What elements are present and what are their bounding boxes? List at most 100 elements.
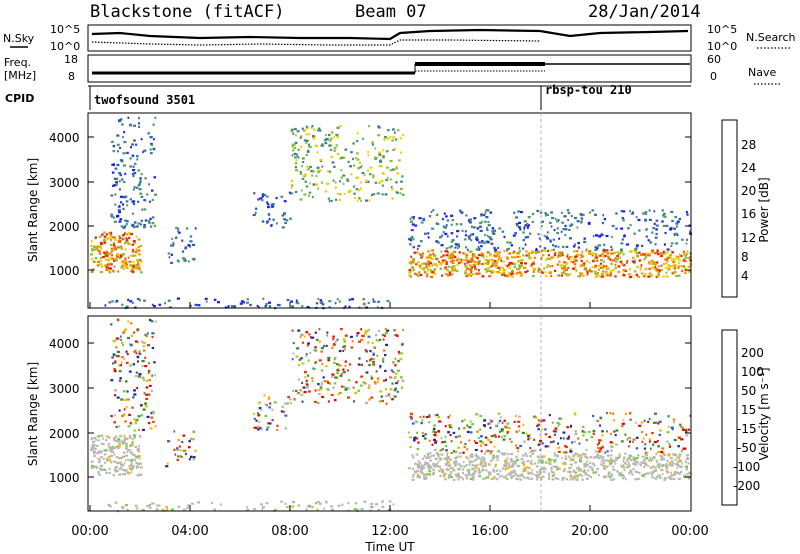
range-cell xyxy=(485,259,489,262)
colorbar-frame xyxy=(721,329,738,506)
range-cell xyxy=(92,260,96,263)
range-cell xyxy=(305,355,308,358)
range-cell xyxy=(594,256,597,259)
range-cell xyxy=(117,209,121,212)
range-cell xyxy=(460,258,463,261)
range-cell xyxy=(484,477,487,480)
range-cell xyxy=(508,247,510,250)
range-cell xyxy=(333,149,336,152)
range-cell xyxy=(356,152,359,155)
range-cell xyxy=(446,454,448,457)
range-cell xyxy=(504,426,508,429)
range-cell xyxy=(271,408,274,411)
range-cell xyxy=(494,264,498,267)
range-cell xyxy=(124,380,128,383)
range-cell xyxy=(526,460,530,463)
range-cell xyxy=(674,473,677,476)
range-cell xyxy=(464,474,467,477)
range-cell xyxy=(97,472,100,475)
range-cell xyxy=(334,302,337,305)
range-cell xyxy=(367,386,371,389)
range-cell xyxy=(519,274,523,277)
range-cell xyxy=(677,472,681,475)
range-cell xyxy=(104,449,108,452)
range-cell xyxy=(138,117,140,120)
range-cell xyxy=(263,394,266,397)
range-cell xyxy=(168,306,172,309)
range-cell xyxy=(651,266,654,269)
range-cell xyxy=(103,468,107,471)
range-cell xyxy=(123,473,126,476)
range-cell xyxy=(344,388,348,391)
range-cell xyxy=(484,469,488,472)
range-cell xyxy=(644,252,647,256)
range-cell xyxy=(572,258,576,261)
range-cell xyxy=(119,174,123,177)
range-cell xyxy=(511,256,513,259)
range-cell xyxy=(597,274,600,277)
range-cell xyxy=(585,449,588,452)
range-cell xyxy=(151,346,155,350)
range-cell xyxy=(625,261,628,264)
range-cell xyxy=(134,340,138,343)
range-cell xyxy=(610,445,614,448)
range-cell xyxy=(468,460,471,463)
range-cell xyxy=(622,210,626,213)
range-cell xyxy=(294,141,298,144)
range-cell xyxy=(548,271,551,274)
range-cell xyxy=(531,220,534,223)
range-cell xyxy=(410,417,413,420)
range-cell xyxy=(392,370,395,374)
range-cell xyxy=(100,442,103,445)
range-cell xyxy=(311,377,314,380)
range-cell xyxy=(687,265,691,268)
range-cell xyxy=(666,248,670,251)
range-cell xyxy=(590,475,592,479)
range-cell xyxy=(451,239,455,242)
range-cell xyxy=(597,450,601,453)
range-cell xyxy=(490,435,494,438)
range-cell xyxy=(127,298,130,301)
range-cell xyxy=(530,459,533,462)
range-cell xyxy=(145,386,149,389)
range-cell xyxy=(518,247,521,250)
range-cell xyxy=(137,462,141,465)
range-cell xyxy=(638,251,641,254)
range-cell xyxy=(118,146,122,149)
range-cell xyxy=(525,454,528,457)
power-y-ticks xyxy=(88,136,691,271)
range-cell xyxy=(340,169,343,172)
range-cell xyxy=(596,443,600,446)
range-cell xyxy=(261,506,265,509)
range-cell xyxy=(109,461,113,464)
range-cell xyxy=(518,474,522,477)
range-cell xyxy=(382,357,385,360)
range-cell xyxy=(301,189,303,192)
range-cell xyxy=(421,457,424,460)
range-cell xyxy=(189,455,193,458)
range-cell xyxy=(369,350,372,353)
range-cell xyxy=(591,209,595,212)
beam-title: Beam 07 xyxy=(355,2,427,22)
range-cell xyxy=(133,226,136,229)
range-cell xyxy=(255,419,258,422)
range-cell xyxy=(673,421,676,424)
range-cell xyxy=(149,217,152,220)
range-cell xyxy=(136,465,139,468)
range-cell xyxy=(149,136,153,139)
range-cell xyxy=(375,503,378,506)
range-cell xyxy=(367,341,370,344)
range-cell xyxy=(665,271,668,274)
range-cell xyxy=(135,507,139,510)
range-cell xyxy=(561,211,563,214)
range-cell xyxy=(328,134,331,137)
range-cell xyxy=(465,456,468,459)
range-cell xyxy=(111,446,114,449)
range-cell xyxy=(470,268,473,271)
range-cell xyxy=(582,274,585,277)
range-cell xyxy=(577,466,580,469)
range-cell xyxy=(420,240,423,243)
range-cell xyxy=(549,239,552,242)
range-cell xyxy=(654,421,657,424)
range-cell xyxy=(533,462,537,465)
